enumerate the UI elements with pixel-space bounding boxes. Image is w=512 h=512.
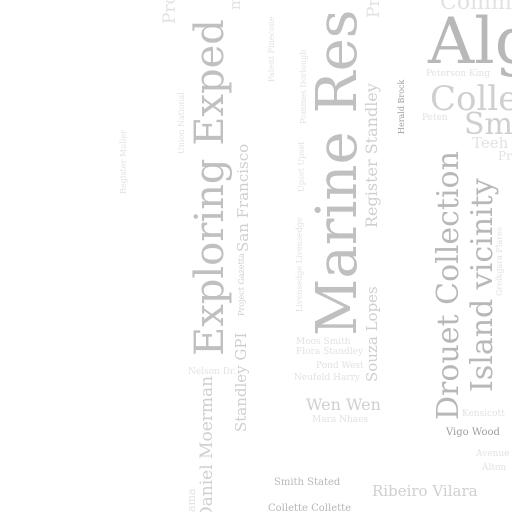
cloud-word: Livensedge Livensedge <box>295 217 304 312</box>
cloud-word: Alton <box>482 463 507 473</box>
cloud-word: Smith Stated <box>274 477 341 488</box>
cloud-word: Nelson Dr. <box>188 367 237 377</box>
cloud-word: Upset Upset <box>297 141 306 192</box>
cloud-word: San Francisco <box>234 143 252 252</box>
cloud-word: Pommes Dorlough <box>299 49 308 124</box>
cloud-word: Herald Brock <box>397 79 406 134</box>
cloud-word: Moos Smith <box>296 337 351 347</box>
cloud-word: Standley GPI <box>232 332 250 432</box>
cloud-word: Union National <box>177 92 186 154</box>
cloud-word: Daniel Moerman <box>197 375 217 512</box>
cloud-word: Neufeld Harry <box>294 373 361 383</box>
cloud-word: Avenue <box>476 449 510 459</box>
cloud-word: Kensicott <box>462 409 505 419</box>
cloud-word: Project Gazetta <box>237 253 246 316</box>
cloud-word: Teeh <box>472 134 509 152</box>
cloud-word: Souza Lopes <box>363 286 381 382</box>
cloud-word: ama <box>185 488 198 512</box>
cloud-word: Collec <box>430 79 512 119</box>
cloud-word: Exploring Exped <box>187 19 233 356</box>
cloud-word: Ribeiro Vilara <box>372 482 478 500</box>
cloud-word: Collette Collette <box>268 503 352 512</box>
cloud-word: Pro <box>498 149 512 163</box>
cloud-word: Wen Wen <box>306 395 381 414</box>
cloud-word: Island vicinity <box>465 178 500 392</box>
cloud-word: Pond West <box>316 361 364 371</box>
cloud-word: Mara Nhaes <box>312 415 369 425</box>
cloud-word: Comm <box>440 0 512 15</box>
cloud-word: Patent Pinecone <box>267 16 276 82</box>
cloud-word: Pro <box>160 0 180 24</box>
cloud-word: ma <box>226 0 244 10</box>
cloud-word: Peterson King <box>426 69 491 79</box>
cloud-word: Marine Res <box>305 9 370 336</box>
cloud-word: Drouet Collection <box>431 151 466 420</box>
cloud-word: Register Muller <box>119 130 128 194</box>
cloud-word: Pro <box>364 0 384 18</box>
cloud-word: Peten <box>422 113 448 123</box>
cloud-word: Smith <box>464 107 512 142</box>
cloud-word: Vigo Wood <box>446 427 500 438</box>
cloud-word: Flora Standley <box>296 347 364 357</box>
cloud-word: Register Standley <box>362 83 381 228</box>
cloud-word: Grelkgara Flares <box>495 227 504 296</box>
cloud-word: Algo <box>428 5 512 79</box>
